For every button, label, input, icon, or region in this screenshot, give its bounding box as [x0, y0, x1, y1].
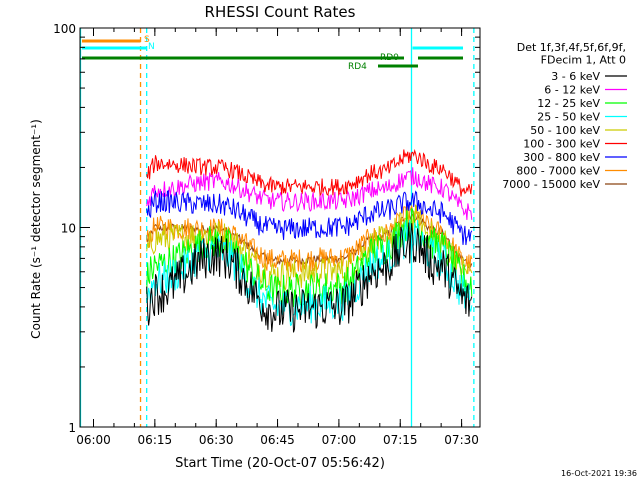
- legend-label-7: 800 - 7000 keV: [516, 165, 600, 178]
- legend-label-8: 7000 - 15000 keV: [502, 178, 600, 191]
- x-tick-label-5: 07:15: [383, 433, 418, 447]
- annotation-n: N: [148, 42, 155, 52]
- y-tick-label-0: 1: [68, 421, 76, 435]
- y-tick-label-2: 100: [53, 22, 76, 36]
- annotation-s: S: [144, 35, 150, 45]
- x-tick-label-3: 06:45: [260, 433, 295, 447]
- x-tick-label-1: 06:15: [138, 433, 173, 447]
- series-line-6: [146, 189, 473, 246]
- annotation-rd4: RD4: [348, 62, 367, 72]
- legend-label-0: 3 - 6 keV: [551, 70, 600, 83]
- x-tick-label-0: 06:00: [76, 433, 111, 447]
- series-line-5: [146, 148, 473, 197]
- y-tick-label-1: 10: [61, 222, 76, 236]
- series-line-1: [146, 167, 473, 220]
- legend-label-6: 300 - 800 keV: [523, 151, 600, 164]
- legend-header-1: FDecim 1, Att 0: [541, 54, 626, 67]
- x-tick-label-4: 07:00: [322, 433, 357, 447]
- annotation-rd0: RD0: [380, 53, 399, 63]
- legend-label-2: 12 - 25 keV: [537, 97, 600, 110]
- x-tick-label-6: 07:30: [444, 433, 479, 447]
- x-tick-label-2: 06:30: [199, 433, 234, 447]
- series-line-0: [146, 222, 473, 333]
- legend-label-1: 6 - 12 keV: [544, 84, 600, 97]
- x-axis-label: Start Time (20-Oct-07 05:56:42): [175, 456, 385, 471]
- legend-header-0: Det 1f,3f,4f,5f,6f,9f,: [517, 41, 626, 54]
- legend-label-5: 100 - 300 keV: [523, 138, 600, 151]
- timestamp: 16-Oct-2021 19:36: [561, 469, 637, 478]
- legend-label-3: 25 - 50 keV: [537, 111, 600, 124]
- legend-label-4: 50 - 100 keV: [530, 124, 600, 137]
- y-axis-label: Count Rate (s⁻¹ detector segment⁻¹): [29, 119, 43, 339]
- chart-title: RHESSI Count Rates: [205, 3, 356, 21]
